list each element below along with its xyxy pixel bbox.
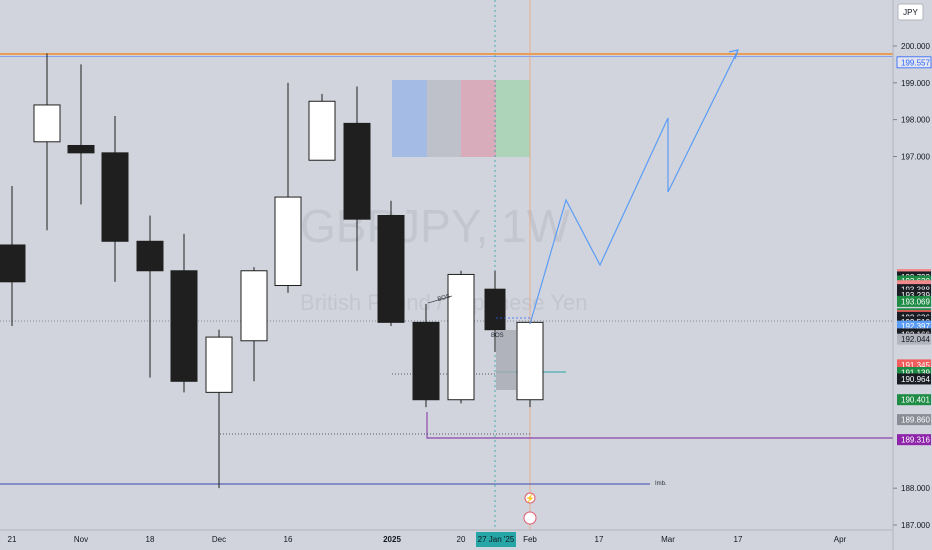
- candle-body-14: [447, 273, 475, 401]
- bos-line: [427, 295, 453, 304]
- projection-arrowhead: [728, 49, 739, 60]
- date-tick-label: Apr: [834, 535, 847, 544]
- price-axis-labels: 200.000 199.000 198.000 197.000 188.000 187.0…: [893, 42, 930, 530]
- price-tag-label: 189.860: [901, 416, 930, 425]
- lightning-icon-glyph: ⚡: [525, 493, 535, 503]
- date-tick-label: 18: [146, 535, 155, 544]
- price-tags: 199.557193.799193.732193.620193.494193.4…: [896, 56, 932, 446]
- candle-body-4: [101, 152, 129, 242]
- price-tag-box: [897, 333, 931, 345]
- date-tick-label: Feb: [523, 535, 537, 544]
- price-tag-label: 189.316: [901, 436, 930, 445]
- price-tick-label: 197.000: [901, 153, 930, 162]
- candle-body-10: [308, 100, 336, 161]
- price-tag-label: 191.345: [901, 361, 930, 370]
- price-tag-label: 193.069: [901, 297, 930, 306]
- price-tag-label: 192.044: [901, 335, 930, 344]
- price-tick-label: 187.000: [901, 521, 930, 530]
- price-tick-label: 188.000: [901, 484, 930, 493]
- currency-badge-box: [897, 3, 924, 21]
- price-tag-box: [897, 359, 931, 371]
- projection-path: [529, 49, 739, 325]
- candle-body-6: [170, 270, 198, 382]
- date-tick-label: 16: [284, 535, 293, 544]
- subtitle-watermark: British Pound / Japanese Yen: [300, 290, 587, 315]
- date-tick-label: Nov: [74, 535, 88, 544]
- price-tag-label: 190.401: [901, 396, 930, 405]
- candle-body-8: [240, 270, 268, 342]
- price-tag-label: 199.557: [901, 58, 930, 67]
- crosshair-date-label: 27 Jan '25: [478, 535, 515, 544]
- economic-event-icon: [523, 511, 537, 525]
- drawing-lines: [0, 0, 893, 530]
- candlestick-series: [0, 53, 544, 489]
- time-axis-labels: 21 Nov 18 Dec 16 2025 20 27 Jan '25 Feb 17 Mar 17 Ap…: [8, 532, 847, 547]
- target-zones: [392, 80, 530, 157]
- bos2-label: BOS: [491, 333, 504, 339]
- date-tick-label: Mar: [661, 535, 675, 544]
- price-tick-label: 199.000: [901, 79, 930, 88]
- price-tag-box: [897, 320, 931, 332]
- current-candle-box: [496, 330, 516, 390]
- price-tag-box: [897, 295, 931, 307]
- date-tick-label: 17: [595, 535, 604, 544]
- candle-body-15: [484, 288, 506, 331]
- lightning-icon: [524, 492, 536, 504]
- candle-body-12: [377, 214, 405, 323]
- candle-body-13: [412, 321, 440, 401]
- imb-label: Imb.: [655, 481, 667, 487]
- price-tag-label: 191.139: [901, 368, 930, 377]
- price-tag-label: 192.397: [901, 322, 930, 331]
- date-tick-label: 17: [734, 535, 743, 544]
- target-zone-1: [392, 80, 427, 157]
- candle-body-7: [205, 336, 233, 393]
- candle-body-9: [274, 196, 302, 286]
- price-tag-box: [897, 414, 931, 426]
- overlay-drawings: BOS BOS Imb. ⚡: [427, 49, 739, 525]
- price-tick-label: 198.000: [901, 116, 930, 125]
- price-tag-label: 190.964: [901, 375, 930, 384]
- target-zone-3: [461, 80, 496, 157]
- target-zone-4: [496, 80, 530, 157]
- price-tag-label: 193.239: [901, 291, 930, 300]
- candle-body-3: [67, 144, 95, 154]
- price-tag-box: [897, 366, 931, 378]
- candle-body-16: [516, 321, 544, 401]
- candle-body-5: [136, 240, 164, 272]
- support-line: [426, 412, 893, 439]
- price-tick-label: 200.000: [901, 42, 930, 51]
- price-tag-box: [896, 56, 932, 69]
- date-tick-label: Dec: [212, 535, 226, 544]
- date-tick-label: 21: [8, 535, 17, 544]
- price-tag-box: [897, 373, 931, 385]
- currency-badge[interactable]: JPY: [897, 3, 924, 21]
- currency-label: JPY: [903, 8, 918, 17]
- candle-body-2: [33, 104, 61, 143]
- price-tag-box: [897, 289, 931, 301]
- candle-body-11: [343, 122, 371, 220]
- crosshair-date-box: [476, 532, 516, 547]
- bos-label: BOS: [437, 294, 451, 303]
- date-tick-label: 20: [457, 535, 466, 544]
- date-tick-label: 2025: [383, 535, 401, 544]
- price-tag-box: [897, 434, 931, 446]
- candle-body-1: [0, 244, 26, 283]
- target-zone-2: [427, 80, 461, 157]
- price-tag-box: [897, 394, 931, 406]
